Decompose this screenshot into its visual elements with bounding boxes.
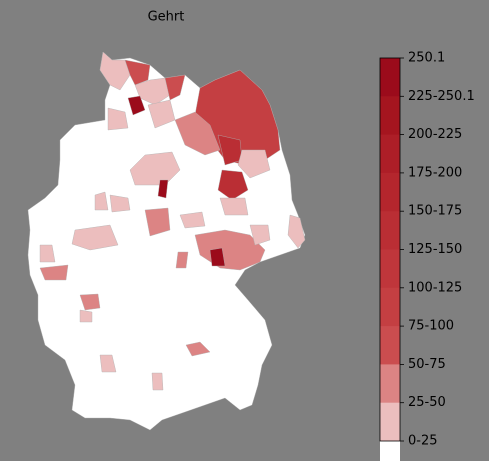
colorbar-band [380,172,400,212]
colorbar-band [380,211,400,250]
colorbar-label: 25-50 [408,395,446,410]
region [151,372,164,391]
region [99,51,131,91]
region [124,59,151,86]
region [79,309,93,323]
region [71,224,119,251]
region [249,224,271,246]
colorbar-label: 125-150 [408,242,462,257]
colorbar-band [380,58,400,97]
colorbar-label: 175-200 [408,165,462,180]
colorbar-band [380,326,400,365]
region [179,211,206,229]
colorbar-band [380,441,400,461]
region [79,293,101,311]
region [99,354,117,373]
colorbar-label: 250.1 [408,51,445,66]
colorbar-band [380,364,400,404]
region [237,149,271,179]
region [174,111,221,156]
colorbar-band [380,402,400,442]
region [217,169,249,201]
region [209,247,226,267]
germany-map [27,51,306,431]
region [144,207,171,237]
region [127,95,146,116]
colorbar-band [380,249,400,289]
colorbar-label: 225-250.1 [408,89,475,104]
region [164,74,186,101]
colorbar-band [380,96,400,136]
colorbar-label: 50-75 [408,357,446,372]
colorbar-label: 0-25 [408,434,438,449]
colorbar-label: 75-100 [408,319,454,334]
region [39,244,56,263]
colorbar-label: 100-125 [408,280,462,295]
colorbar-band [380,287,400,327]
region [287,214,306,249]
colorbar-label: 200-225 [408,127,462,142]
map-title: Gehrt [148,10,185,25]
colorbar: 250.1 225-250.1 200-225 175-200 150-175 125-1… [379,51,475,461]
region [39,264,69,281]
region [219,197,249,216]
region [107,107,129,131]
region [175,251,189,269]
region [157,179,169,199]
region [94,191,109,211]
colorbar-band [380,134,400,174]
region [109,194,131,213]
region [185,341,211,357]
colorbar-label: 150-175 [408,204,462,219]
